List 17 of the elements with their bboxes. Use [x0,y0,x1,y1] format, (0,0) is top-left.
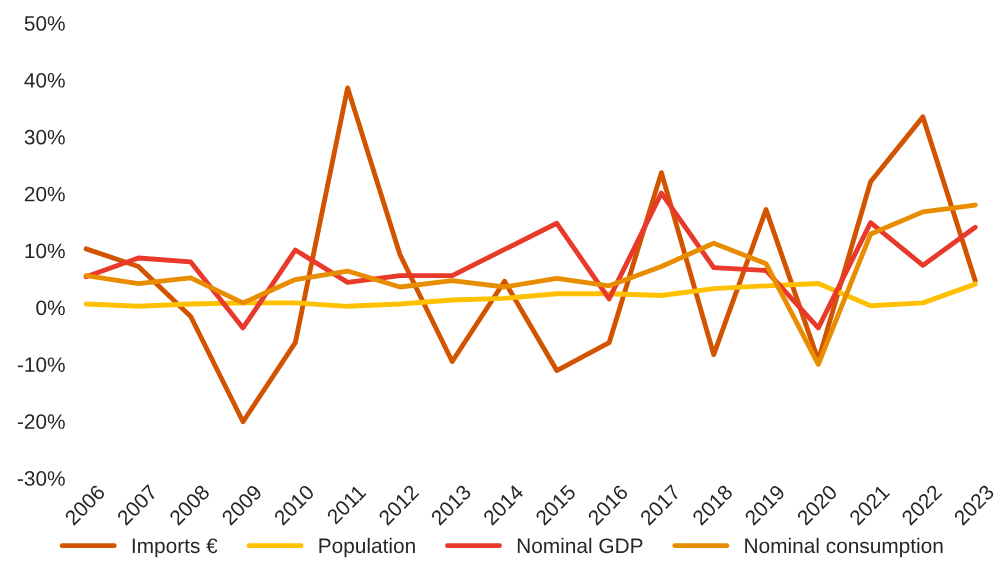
y-tick-label: -10% [17,357,65,373]
y-tick-label: 20% [24,186,65,202]
y-tick-label: 10% [25,243,65,259]
y-tick-label: -20% [17,414,65,429]
legend-label: Population [319,537,415,558]
line-series [83,190,978,331]
y-tick-label: 30% [24,129,65,145]
line-series [83,202,978,367]
y-tick-label: -30% [17,471,65,486]
y-tick-label: 50% [24,16,65,31]
legend-label: Imports € [132,538,218,558]
y-tick-label: 0% [36,300,65,316]
y-tick-label: 40% [24,72,65,88]
line-series [83,281,978,309]
line-series [83,85,978,425]
legend-label: Nominal GDP [517,537,643,554]
legend-label: Nominal consumption [745,537,943,558]
